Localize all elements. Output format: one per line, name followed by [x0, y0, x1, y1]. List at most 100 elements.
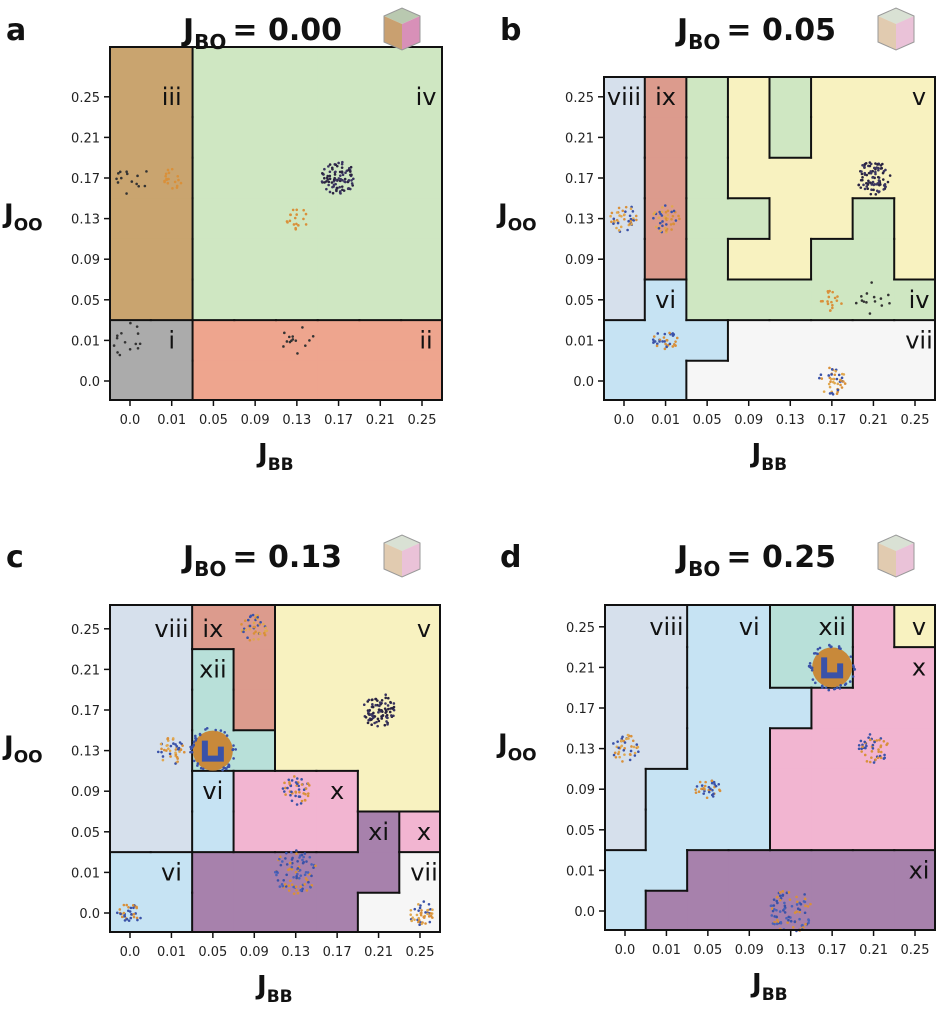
snapshot-particle	[830, 645, 833, 648]
snapshot-particle	[298, 856, 301, 859]
snapshot-particle	[135, 916, 139, 920]
cube-left-face	[878, 543, 896, 577]
phase-cell-x	[770, 809, 812, 851]
phase-cell-v	[316, 730, 359, 772]
phase-cell-viii	[604, 157, 646, 199]
snapshot-particle	[860, 172, 864, 176]
phase-cell-xi	[645, 890, 688, 931]
snapshot-particle	[301, 858, 304, 862]
snapshot-particle	[417, 903, 420, 906]
snapshot-particle	[118, 908, 122, 911]
title-value: = 0.25	[726, 540, 836, 575]
snapshot-particle	[636, 745, 640, 749]
snapshot-particle	[383, 707, 387, 710]
phase-cell-viii	[110, 730, 152, 772]
phase-cell-iv	[276, 117, 319, 159]
snapshot-particle	[309, 885, 312, 889]
snapshot-particle	[175, 184, 179, 188]
snapshot-particle	[252, 632, 256, 635]
phase-cell-ix	[192, 605, 235, 650]
phase-cell-viii	[605, 647, 647, 689]
snapshot-particle	[369, 718, 373, 721]
snapshot-particle	[179, 748, 183, 751]
phase-cell-vi	[604, 360, 646, 401]
snapshot-particle	[424, 922, 427, 925]
snapshot-particle	[831, 290, 834, 294]
phase-cell-iv	[192, 157, 235, 199]
phase-cell-ii	[276, 320, 319, 362]
snapshot-particle	[873, 183, 877, 186]
y-tick-label: 0.05	[71, 826, 100, 841]
phase-cell-xi	[316, 892, 359, 933]
snapshot-particle	[307, 792, 310, 795]
snapshot-particle	[304, 877, 308, 880]
snapshot-particle	[837, 646, 841, 650]
cube-icon	[877, 7, 915, 51]
snapshot-particle	[865, 181, 868, 185]
region-label: v	[912, 83, 926, 111]
snapshot-particle	[246, 618, 250, 622]
snapshot-particle	[338, 174, 342, 177]
snapshot-particle	[332, 178, 336, 182]
snapshot-particle	[125, 172, 129, 176]
snapshot-particle	[778, 891, 782, 894]
cube-right-face	[896, 16, 914, 50]
phase-cell-vii	[357, 892, 400, 933]
phase-cell-v	[399, 770, 441, 812]
phase-cell-iii	[150, 47, 194, 118]
snapshot-particle	[783, 907, 786, 911]
snapshot-particle	[875, 189, 879, 193]
snapshot-particle	[418, 906, 422, 910]
phase-cell-viii	[150, 649, 193, 691]
snapshot-particle	[429, 912, 433, 915]
snapshot-particle	[862, 300, 866, 303]
y-tick-label: 0.25	[566, 621, 595, 636]
snapshot-particle	[306, 871, 310, 874]
snapshot-particle	[278, 885, 282, 888]
y-tick-label: 0.09	[565, 253, 594, 268]
phase-cell-ix	[644, 117, 687, 159]
snapshot-particle	[300, 799, 304, 803]
snapshot-particle	[310, 863, 313, 866]
x-tick-label: 0.25	[901, 413, 930, 428]
snapshot-particle	[289, 213, 292, 216]
snapshot-particle	[342, 189, 346, 192]
snapshot-particle	[331, 191, 335, 195]
snapshot-particle	[385, 720, 388, 723]
snapshot-particle	[874, 162, 877, 165]
snapshot-particle	[426, 909, 429, 912]
snapshot-particle	[276, 879, 280, 882]
phase-cell-iv	[276, 47, 319, 118]
phase-cell-iv	[276, 157, 319, 199]
snapshot-particle	[288, 861, 292, 865]
snapshot-particle	[772, 904, 776, 907]
snapshot-particle	[162, 748, 166, 752]
snapshot-particle	[292, 875, 295, 879]
snapshot-particle	[308, 339, 311, 342]
x-tick-label: 0.09	[241, 413, 270, 428]
phase-cell-vi	[728, 687, 771, 729]
snapshot-particle	[170, 167, 174, 171]
snapshot-particle	[828, 643, 831, 647]
snapshot-particle	[164, 174, 167, 178]
snapshot-particle	[258, 622, 261, 626]
snapshot-particle	[872, 761, 876, 764]
snapshot-particle	[785, 891, 789, 895]
snapshot-mixed	[612, 733, 640, 763]
snapshot-particle	[671, 332, 675, 335]
snapshot-particle	[297, 876, 301, 880]
snapshot-particle	[865, 173, 869, 177]
snapshot-particle	[798, 917, 801, 921]
snapshot-particle	[300, 778, 303, 781]
region-label: vii	[905, 326, 933, 354]
snapshot-particle	[674, 344, 677, 347]
phase-cell-iv	[852, 238, 895, 280]
phase-cell-x	[770, 728, 812, 770]
x-tick-label: 0.05	[693, 413, 722, 428]
snapshot-particle	[225, 734, 229, 737]
snapshot-aggregate	[273, 849, 317, 895]
snapshot-particle	[887, 293, 890, 297]
phase-cell-viii	[604, 279, 646, 321]
phase-cell-viii	[645, 728, 688, 770]
